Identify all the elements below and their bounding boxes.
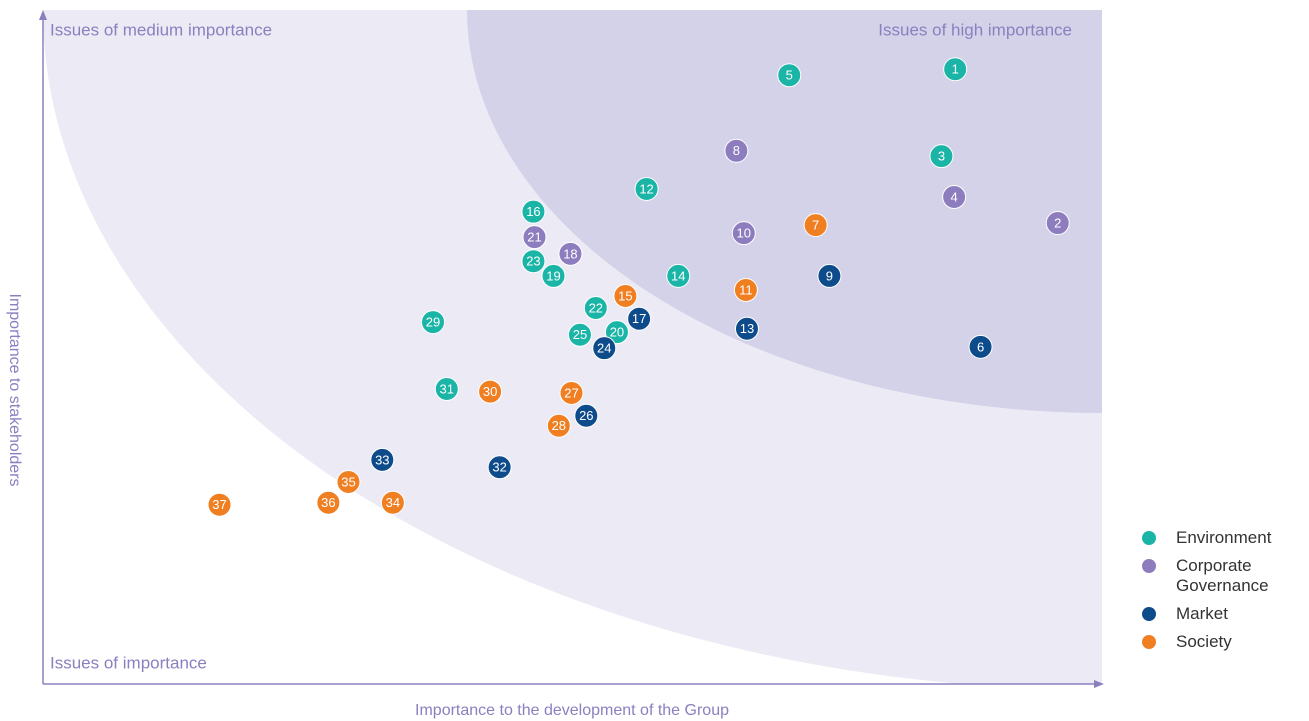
legend-swatch [1142,635,1156,649]
legend-item: Corporate Governance [1140,556,1309,596]
point-label: 18 [563,246,577,261]
point-label: 31 [440,381,454,396]
point-label: 35 [341,474,355,489]
point [943,57,968,82]
point-label: 11 [739,282,753,297]
point [627,306,652,331]
x-axis-label: Importance to the development of the Gro… [415,702,729,719]
point [434,376,459,401]
point [546,413,571,438]
point [316,490,341,515]
point-label: 4 [951,189,958,204]
point [724,138,749,163]
point [604,320,629,345]
point [567,322,592,347]
point-label: 7 [812,218,819,233]
point [541,263,566,288]
point-label: 2 [1054,215,1061,230]
point-label: 15 [618,288,632,303]
point [592,336,617,361]
legend-item: Environment [1140,528,1309,548]
point [803,213,828,238]
point [734,316,759,341]
legend-item: Market [1140,604,1309,624]
legend-label: Corporate Governance [1176,556,1269,595]
point [1045,211,1070,236]
zone-label: Issues of high importance [878,20,1072,39]
point-label: 5 [786,68,793,83]
point [521,199,546,224]
point-label: 8 [733,143,740,158]
point-label: 9 [826,268,833,283]
point-label: 1 [952,62,959,77]
point [817,263,842,288]
point-label: 19 [546,268,560,283]
point [583,296,608,321]
point [478,379,503,404]
point-label: 29 [426,315,440,330]
point-label: 6 [977,339,984,354]
point-label: 17 [632,311,646,326]
legend-label: Environment [1176,528,1272,547]
point-label: 10 [737,226,751,241]
point-label: 24 [597,341,611,356]
point-label: 28 [552,418,566,433]
low-zone [43,10,1102,684]
point-label: 21 [527,230,541,245]
point [574,403,599,428]
zone-label: Issues of importance [50,653,207,672]
point-label: 32 [492,460,506,475]
point [380,490,405,515]
point-label: 14 [671,268,685,283]
point [336,469,361,494]
point [777,63,802,88]
point [731,221,756,246]
point [487,455,512,480]
zone-label: Issues of medium importance [50,20,272,39]
point-label: 16 [526,204,540,219]
legend-label: Society [1176,632,1232,651]
point-label: 13 [740,321,754,336]
point [929,144,954,169]
high-zone [467,10,1102,413]
y-axis-label: Importance to stakeholders [6,294,23,487]
point [522,225,547,250]
point [421,310,446,335]
point-label: 26 [579,408,593,423]
point-label: 22 [589,300,603,315]
point-label: 25 [573,327,587,342]
legend-label: Market [1176,604,1228,623]
point-label: 27 [564,385,578,400]
point-label: 12 [639,181,653,196]
point [613,283,638,308]
point [733,277,758,302]
legend: Environment Corporate Governance Market Soc… [1140,528,1309,660]
point-label: 37 [212,497,226,512]
point [521,249,546,274]
point [634,176,659,201]
legend-swatch [1142,531,1156,545]
legend-item: Society [1140,632,1309,652]
point-label: 30 [483,384,497,399]
point [942,184,967,209]
point-label: 36 [321,495,335,510]
point [968,334,993,359]
legend-swatch [1142,559,1156,573]
point-label: 3 [938,149,945,164]
point [370,447,395,472]
x-arrow [1094,680,1104,688]
point-label: 23 [526,254,540,269]
point [207,492,232,517]
point [559,380,584,405]
point-label: 20 [610,325,624,340]
point-label: 33 [375,452,389,467]
y-arrow [39,10,47,20]
legend-swatch [1142,607,1156,621]
point [666,263,691,288]
point [558,241,583,266]
point-label: 34 [386,495,400,510]
